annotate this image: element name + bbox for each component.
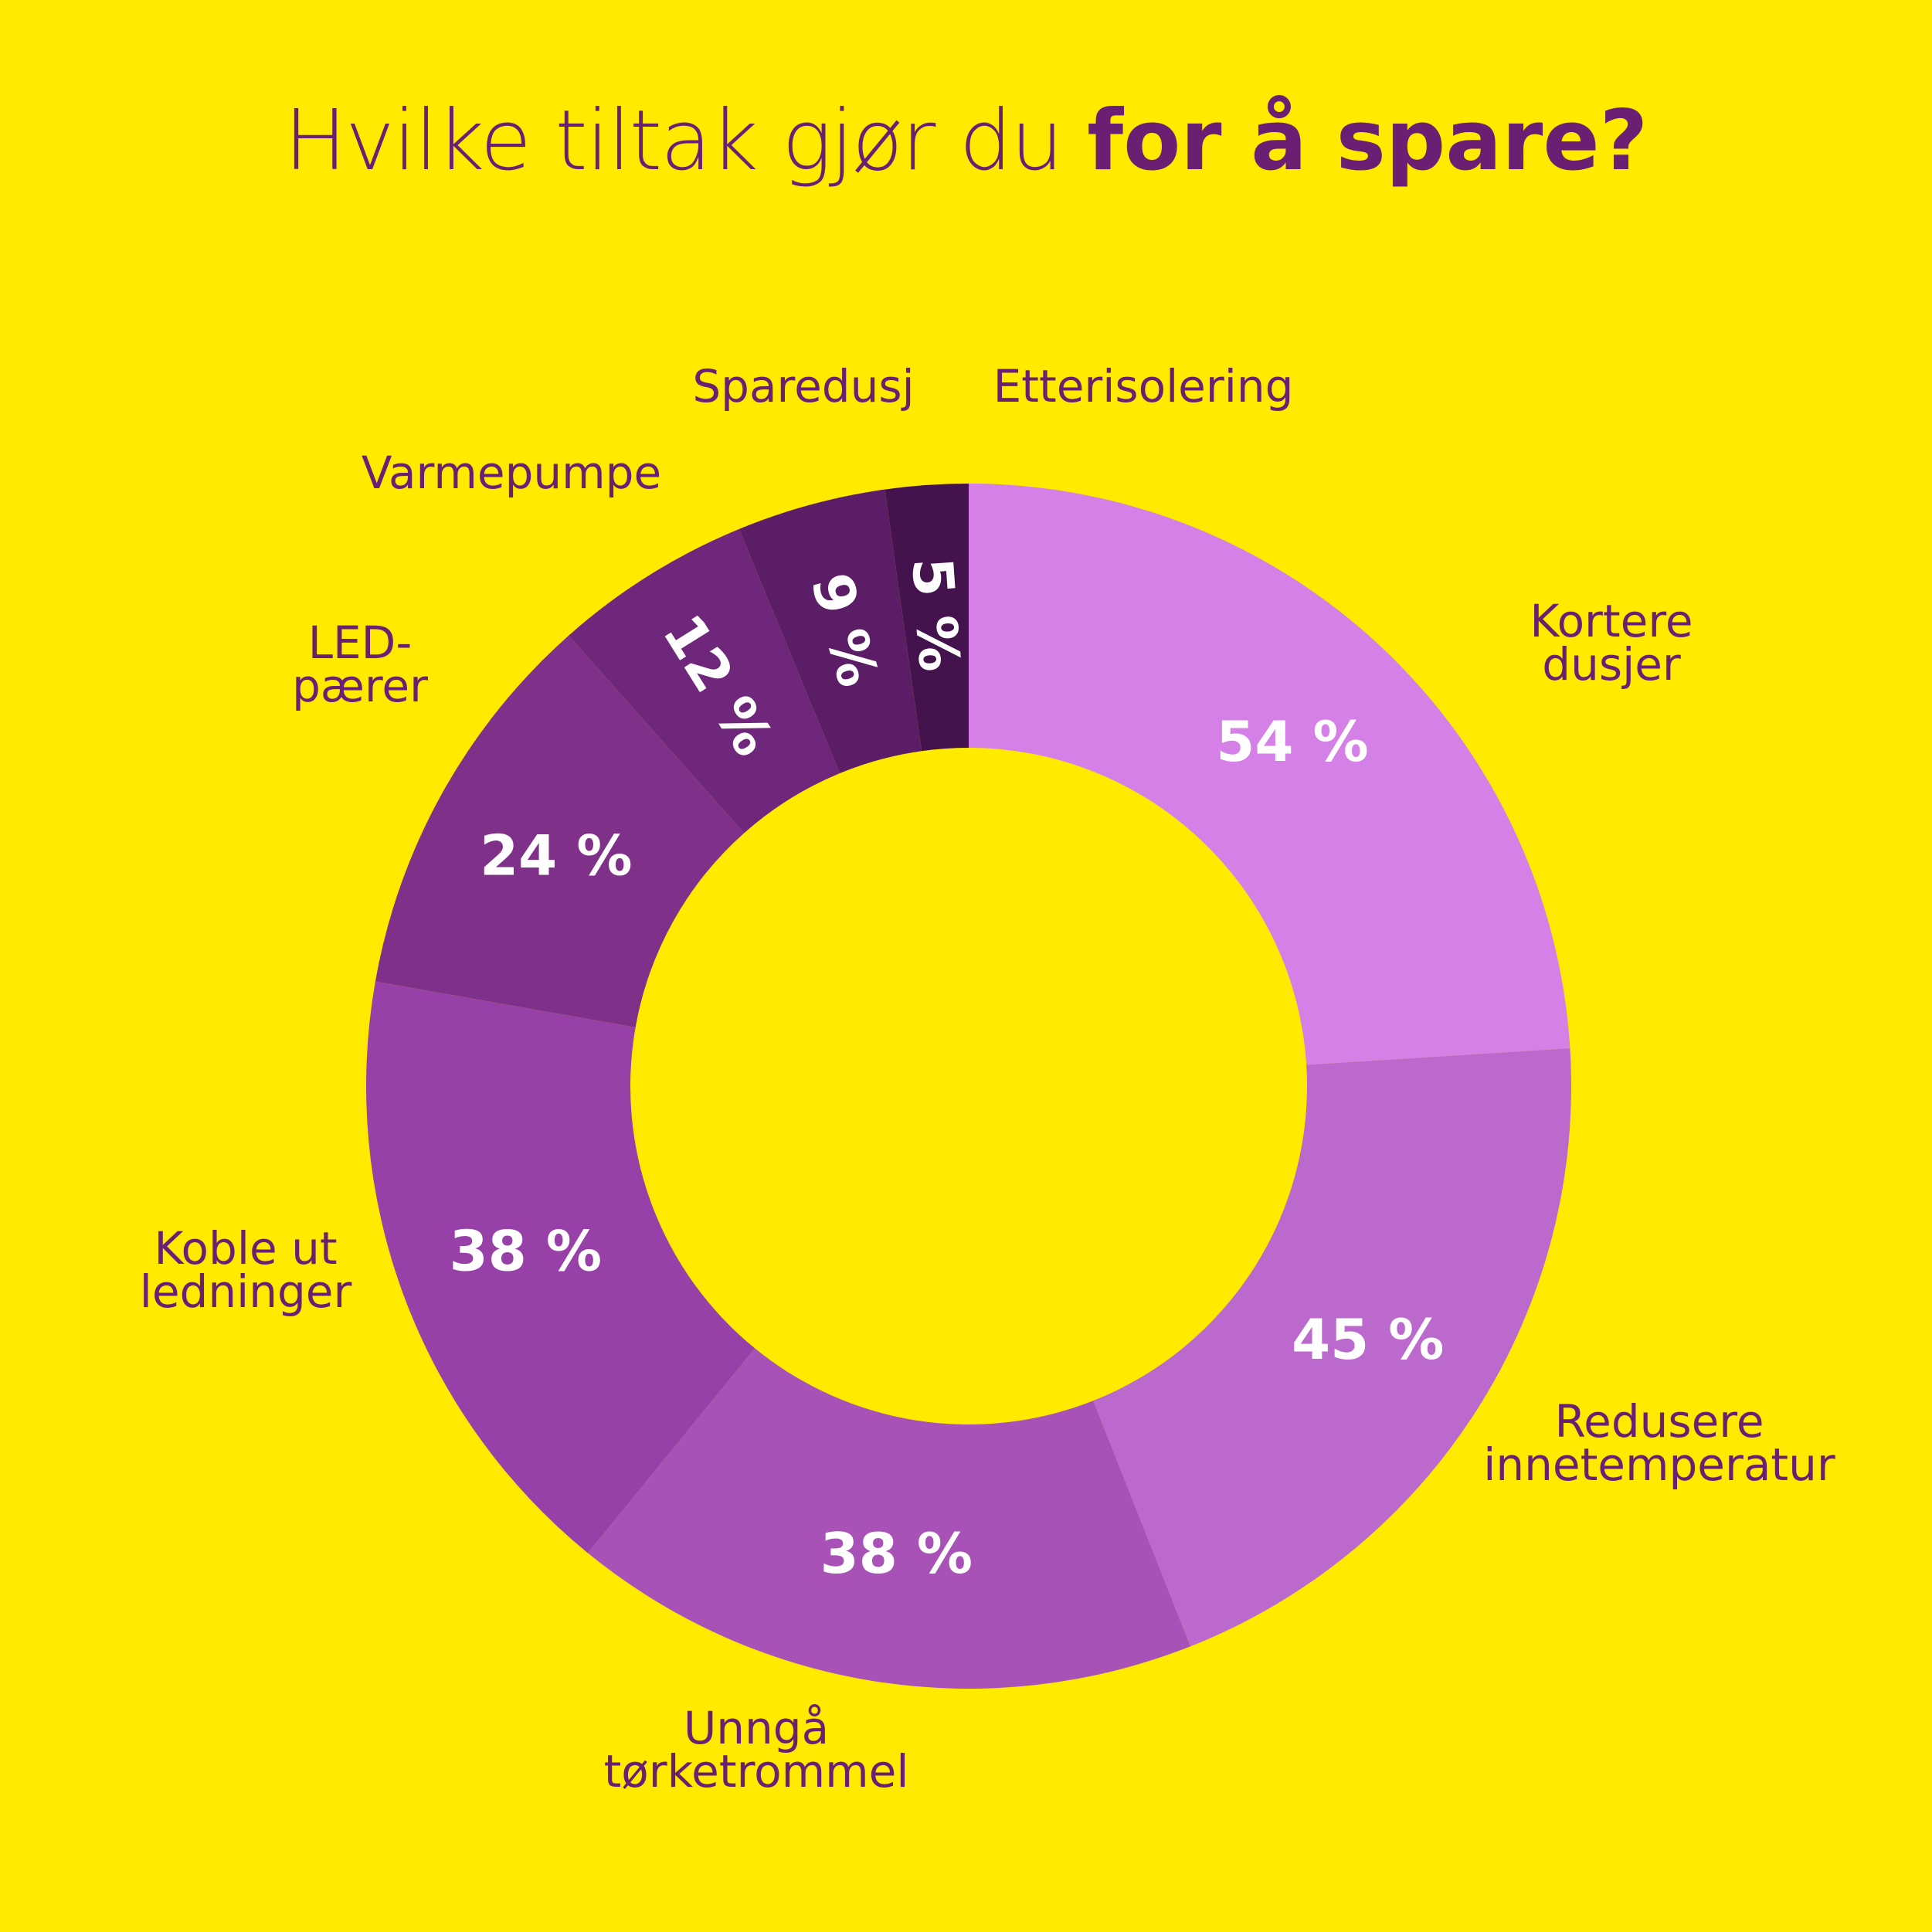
value-label-kortere-dusjer: 54 %: [1216, 709, 1368, 774]
value-label-koble-ut-ledninger: 38 %: [450, 1218, 602, 1283]
category-label-line: LED-: [308, 616, 413, 669]
category-label-line: pærer: [292, 660, 428, 712]
category-label-kortere-dusjer: Kortere dusjer: [1530, 595, 1693, 691]
slice-unngå-tørketrommel: [588, 1348, 1191, 1689]
chart-title-bold: for å spare?: [1087, 93, 1648, 189]
category-label-line: innetemperatur: [1483, 1438, 1835, 1491]
category-label-line: Etterisolering: [993, 360, 1294, 413]
category-label-line: Varmepumpe: [362, 446, 661, 499]
category-label-line: dusjer: [1542, 638, 1681, 691]
slice-etterisolering: [885, 484, 969, 752]
chart-title-light: Hvilke tiltak gjør du: [284, 93, 1088, 189]
category-labels: Kortere dusjer Redusere innetemperatur Unngå…: [140, 360, 1835, 1798]
category-label-sparedusj: Sparedusj: [692, 360, 914, 413]
category-label-varmepumpe: Varmepumpe: [362, 446, 661, 499]
category-label-line: Redusere: [1554, 1395, 1764, 1448]
category-label-line: Sparedusj: [692, 360, 914, 413]
category-label-etterisolering: Etterisolering: [993, 360, 1294, 413]
slice-led-pærer: [375, 635, 745, 1027]
category-label-line: Koble ut: [154, 1222, 337, 1275]
value-label-led-pærer: 24 %: [480, 823, 632, 888]
category-label-led-pærer: LED-pærer: [292, 616, 428, 712]
slice-sparedusj: [739, 489, 922, 774]
category-label-unngå-tørketrommel: Unngå tørketrommel: [604, 1702, 909, 1798]
category-label-redusere-innetemperatur: Redusere innetemperatur: [1483, 1395, 1835, 1491]
value-label-etterisolering: 5 %: [899, 555, 972, 674]
category-label-line: Unngå: [684, 1702, 829, 1754]
category-label-line: Kortere: [1530, 595, 1693, 647]
donut-slices: [365, 484, 1571, 1689]
value-label-redusere-innetemperatur: 45 %: [1292, 1307, 1444, 1372]
category-label-koble-ut-ledninger: Koble ut ledninger: [140, 1222, 352, 1318]
slice-redusere-innetemperatur: [1093, 1048, 1571, 1647]
category-label-line: tørketrommel: [604, 1745, 909, 1798]
slice-koble-ut-ledninger: [365, 981, 755, 1553]
slice-varmepumpe: [569, 528, 840, 834]
value-label-unngå-tørketrommel: 38 %: [820, 1521, 973, 1586]
chart-title: Hvilke tiltak gjør du for å spare?: [0, 91, 1932, 192]
slice-kortere-dusjer: [969, 484, 1570, 1065]
category-label-line: ledninger: [140, 1265, 352, 1318]
